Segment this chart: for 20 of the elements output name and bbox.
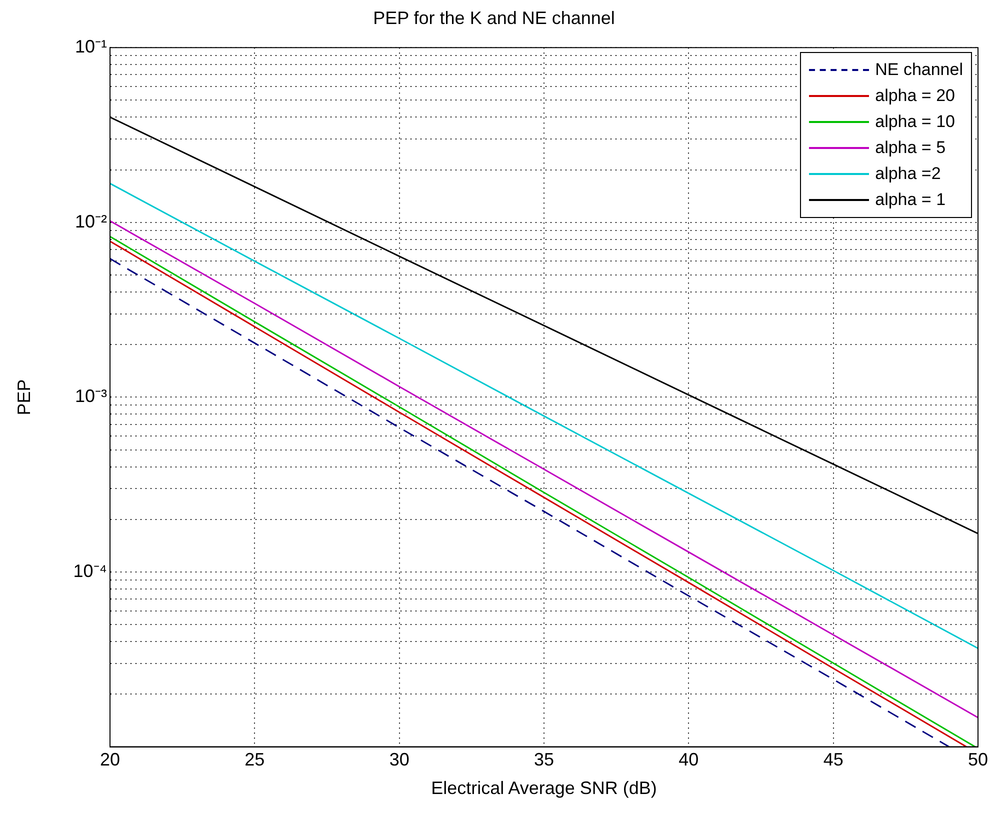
y-tick-label: 10⁻³ <box>74 386 108 406</box>
chart-title: PEP for the K and NE channel <box>373 8 615 28</box>
y-axis-title: PEP <box>14 379 34 416</box>
y-tick-label: 10⁻² <box>74 211 108 232</box>
legend-label: NE channel <box>875 60 963 80</box>
x-tick-label: 30 <box>389 750 410 770</box>
y-tick-label: 10⁻¹ <box>74 36 108 57</box>
legend-label: alpha =2 <box>875 164 941 184</box>
legend-label: alpha = 20 <box>875 86 955 106</box>
x-tick-label: 20 <box>100 750 120 770</box>
x-tick-label: 50 <box>968 750 988 770</box>
legend-label: alpha = 1 <box>875 190 946 210</box>
x-tick-label: 45 <box>823 750 844 770</box>
x-tick-label: 40 <box>678 750 699 770</box>
legend-label: alpha = 5 <box>875 138 946 158</box>
x-tick-label: 25 <box>244 750 265 770</box>
x-tick-label: 35 <box>534 750 554 770</box>
x-axis-title: Electrical Average SNR (dB) <box>431 778 657 798</box>
legend-label: alpha = 10 <box>875 112 955 132</box>
y-tick-label: 10⁻⁴ <box>73 560 107 581</box>
